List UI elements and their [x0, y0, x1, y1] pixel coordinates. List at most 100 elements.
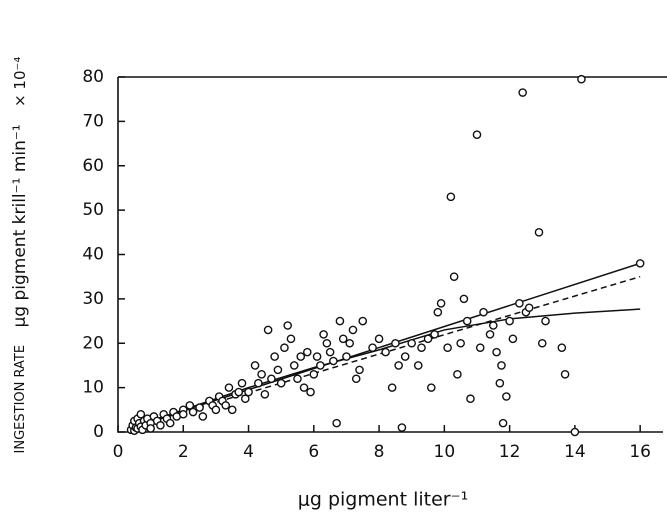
data-point [322, 338, 332, 348]
data-point [426, 383, 436, 392]
x-tick-label: 2 [178, 442, 189, 462]
data-point [449, 272, 459, 281]
data-point [136, 409, 146, 419]
data-point [195, 403, 204, 412]
data-point [332, 418, 341, 428]
data-point [342, 352, 351, 361]
data-point [456, 338, 465, 348]
data-point [479, 307, 488, 317]
x-tick-label: 10 [434, 442, 456, 462]
y-label-part: μg pigment krill⁻¹ min⁻¹ [10, 124, 30, 327]
data-point [348, 325, 358, 335]
data-point [299, 383, 309, 392]
data-point [224, 383, 234, 392]
data-point [185, 401, 195, 410]
x-tick-label: 6 [308, 442, 319, 462]
data-point [237, 378, 247, 388]
data-point [430, 330, 439, 339]
data-point [524, 303, 534, 313]
data-point [387, 383, 397, 392]
data-point [280, 343, 289, 352]
data-point [306, 387, 315, 397]
data-point [397, 423, 407, 432]
data-point [417, 343, 426, 352]
data-point [374, 334, 384, 344]
y-tick-label: 70 [82, 111, 104, 131]
data-point [541, 316, 550, 326]
data-point [495, 378, 505, 388]
data-point [146, 424, 155, 433]
x-tick-label: 12 [499, 442, 521, 462]
data-point [407, 338, 417, 348]
data-point [165, 418, 175, 428]
data-point [557, 343, 567, 352]
data-point [309, 370, 319, 379]
data-point [260, 389, 270, 399]
y-tick-label: 30 [82, 289, 104, 309]
data-point [508, 334, 518, 344]
y-axis-label: INGESTION RATE μg pigment krill⁻¹ min⁻¹ … [10, 57, 30, 454]
y-tick-label: 10 [82, 378, 104, 398]
data-point [577, 74, 586, 84]
x-tick-label: 8 [374, 442, 385, 462]
axis-frame [117, 76, 667, 433]
data-point [188, 407, 198, 417]
x-tick-label: 16 [629, 442, 651, 462]
data-point [293, 374, 302, 384]
data-point [257, 370, 266, 379]
data-point [502, 392, 511, 401]
data-point [276, 378, 286, 388]
y-label-part: × 10⁻⁴ [11, 57, 29, 107]
x-tick-label: 4 [243, 442, 254, 462]
data-point [459, 294, 469, 304]
data-point [466, 394, 475, 404]
data-point [537, 338, 547, 348]
data-point [345, 338, 355, 348]
data-point [289, 361, 299, 370]
data-point [244, 387, 253, 397]
data-point [296, 352, 306, 361]
data-point [446, 192, 456, 202]
data-point [453, 370, 462, 379]
data-point [485, 330, 495, 339]
data-point [515, 299, 524, 308]
data-point [273, 365, 283, 375]
data-point [498, 418, 508, 428]
data-point [472, 130, 482, 139]
data-point [338, 334, 348, 344]
data-point [240, 394, 250, 404]
data-point [635, 259, 645, 268]
data-point [433, 307, 443, 317]
data-point [462, 316, 472, 326]
data-point [270, 352, 279, 361]
y-label-part: INGESTION RATE [13, 345, 28, 454]
y-tick-label: 60 [82, 156, 104, 176]
data-point [211, 405, 221, 415]
data-point [316, 361, 325, 370]
data-point [283, 321, 293, 330]
data-point [560, 370, 570, 379]
data-point [351, 374, 361, 384]
x-tick-label: 14 [564, 442, 586, 462]
data-point [443, 343, 452, 352]
data-point [263, 325, 273, 335]
x-tick-label: 0 [113, 442, 124, 462]
data-point [227, 405, 237, 415]
y-tick-label: 20 [82, 333, 104, 353]
y-tick-label: 50 [82, 200, 104, 220]
data-point [254, 378, 263, 388]
data-point [497, 361, 506, 370]
data-point [198, 412, 208, 421]
data-point [394, 361, 403, 370]
data-point [518, 88, 527, 97]
fit-line [130, 262, 641, 429]
y-tick-label: 80 [82, 67, 104, 87]
data-point [335, 316, 345, 326]
data-point [302, 347, 312, 357]
data-point [492, 347, 501, 357]
data-point [391, 338, 400, 348]
data-point [423, 334, 433, 344]
data-point [436, 299, 446, 308]
data-point [400, 352, 410, 361]
